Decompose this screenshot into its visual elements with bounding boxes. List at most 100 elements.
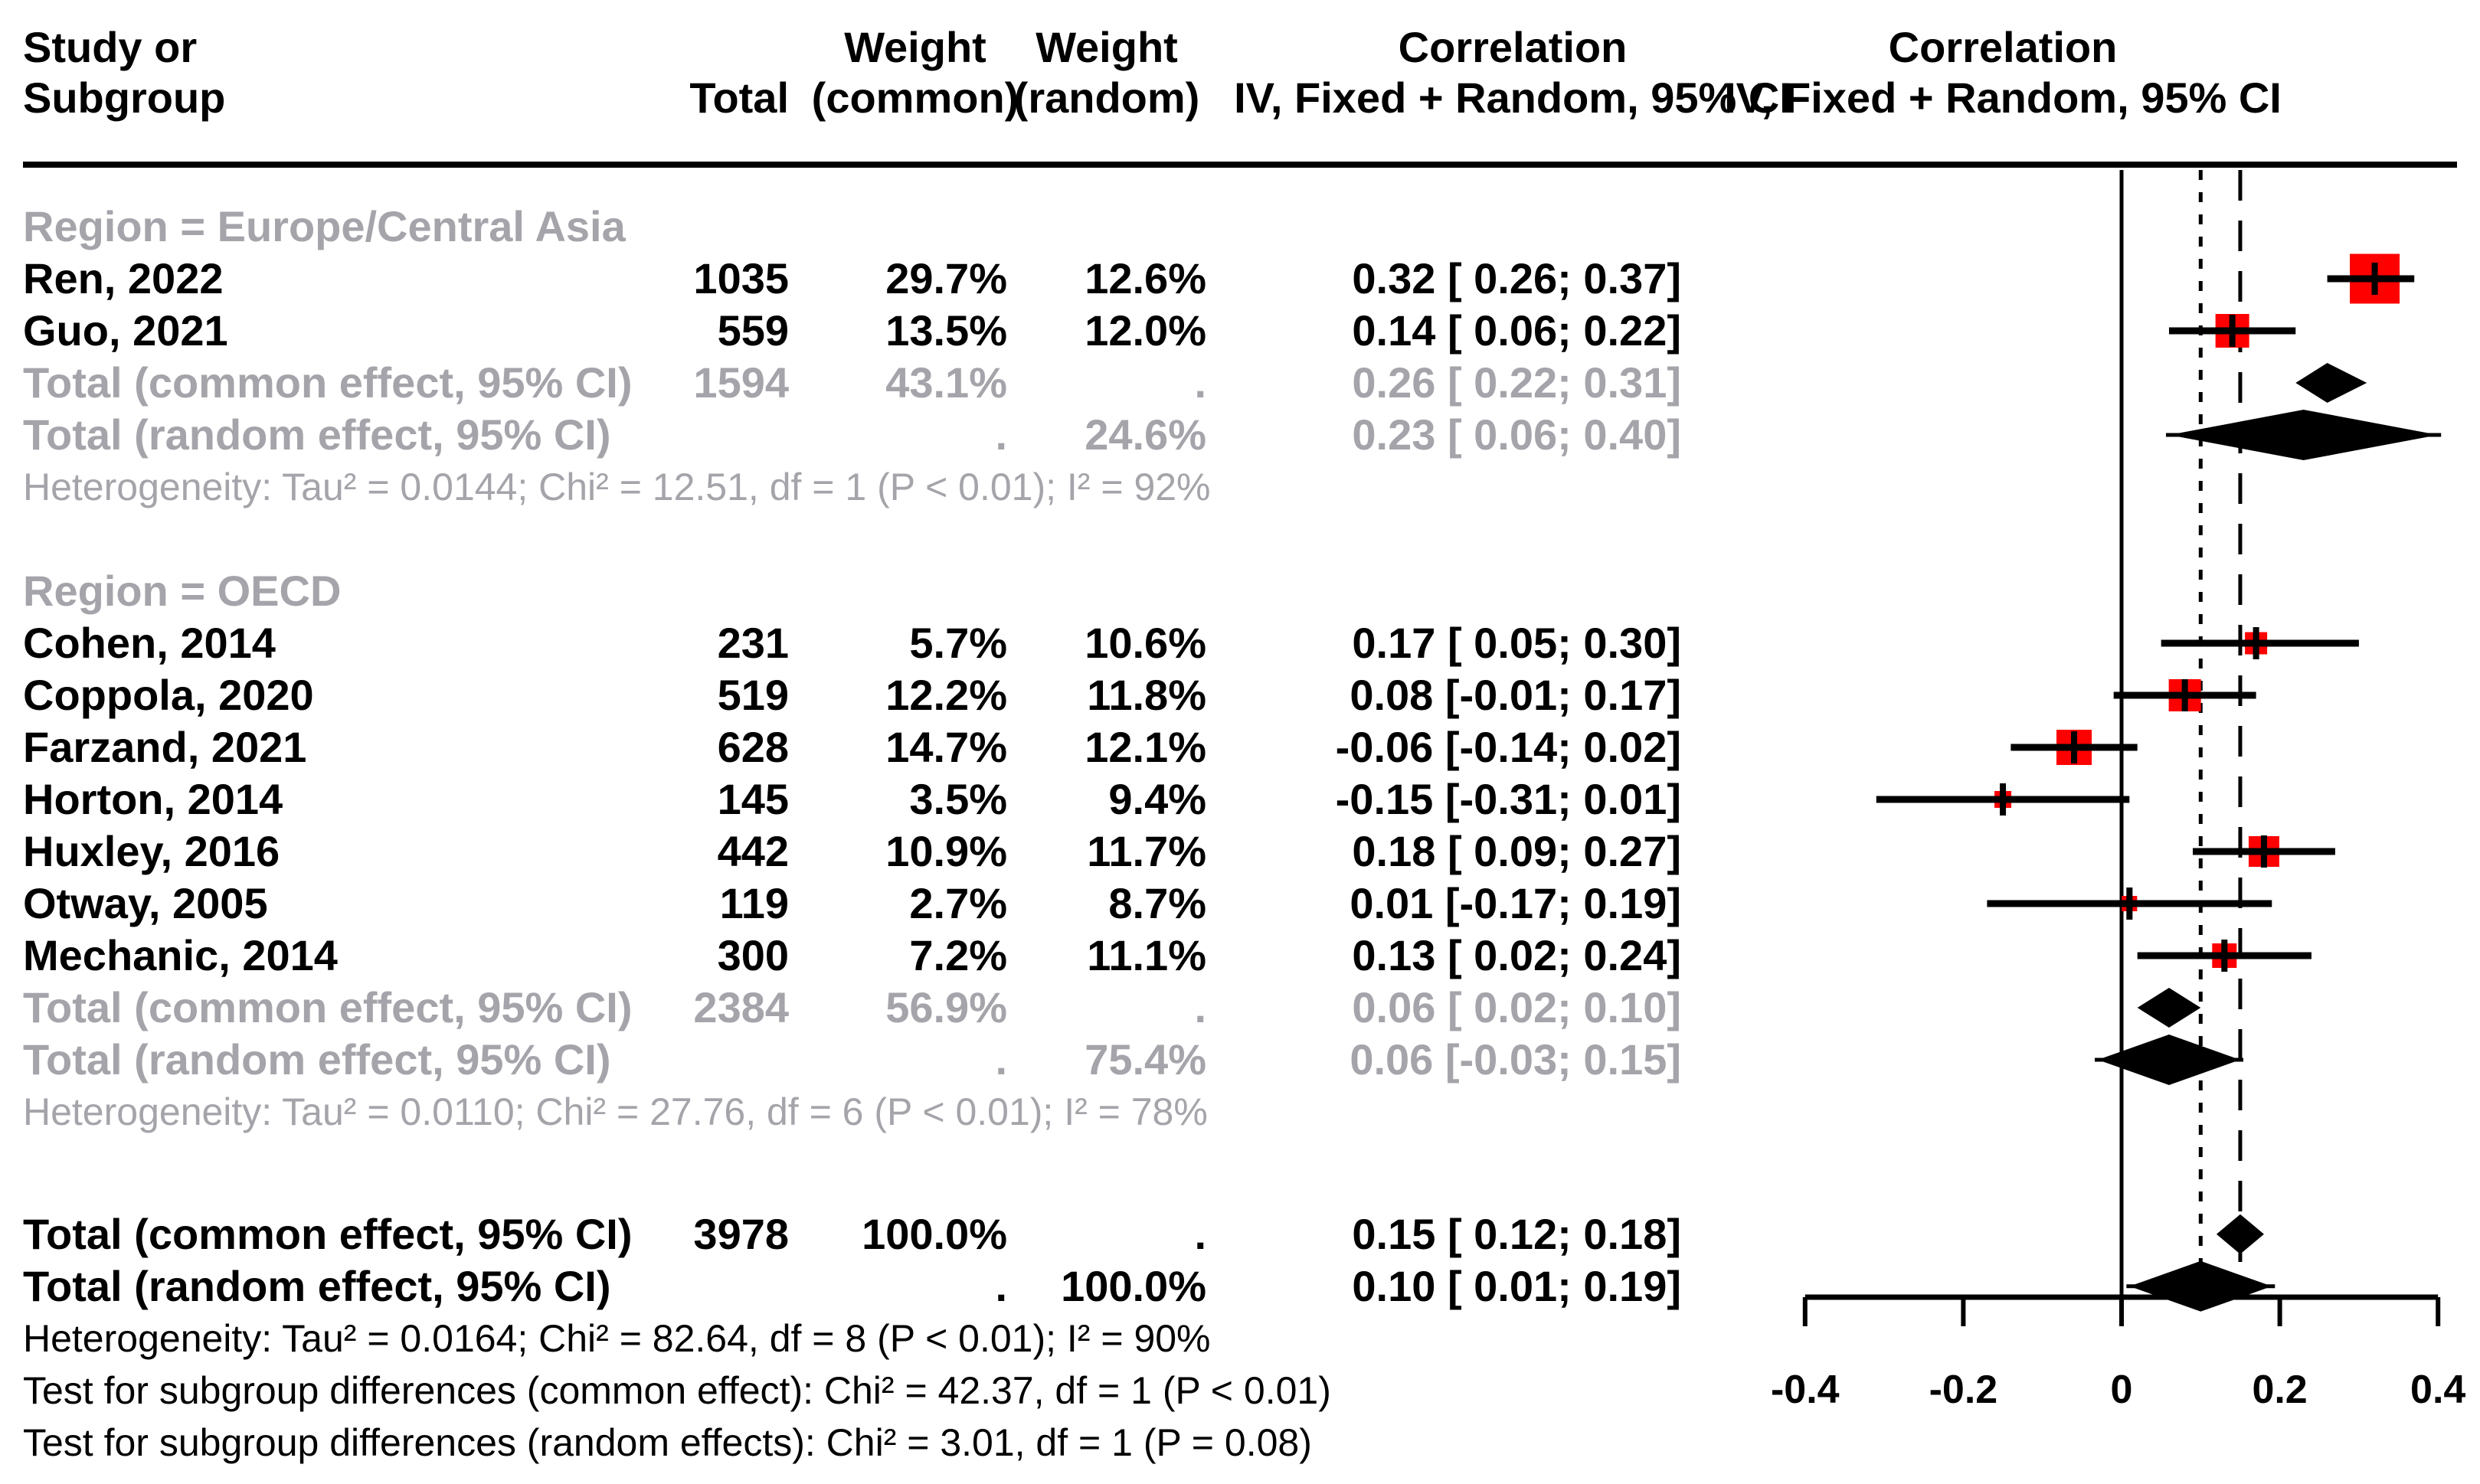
study-label: Cohen, 2014 [23, 619, 276, 667]
pooled-random-diamond [2168, 410, 2439, 460]
study-weight-common: 12.2% [885, 671, 1007, 719]
header-weight-common-line1: Weight [844, 23, 986, 71]
study-ci-text: -0.15 [-0.31; 0.01] [1335, 775, 1681, 823]
header-correlation-plot-line1: Correlation [1888, 23, 2118, 71]
heterogeneity-note: Heterogeneity: Tau² = 0.0164; Chi² = 82.… [23, 1316, 1211, 1360]
pooled-total: 2384 [693, 983, 789, 1031]
study-label: Huxley, 2016 [23, 827, 280, 875]
subgroup-test-note: Test for subgroup differences (random ef… [23, 1420, 1312, 1464]
study-label: Ren, 2022 [23, 254, 224, 302]
pooled-weight-random: . [1194, 358, 1206, 407]
pooled-ci-text: 0.23 [ 0.06; 0.40] [1352, 410, 1681, 459]
pooled-weight-common: 56.9% [885, 983, 1007, 1031]
pooled-label: Total (random effect, 95% CI) [23, 1261, 611, 1310]
study-total: 119 [719, 879, 789, 927]
header-correlation-text-line2: IV, Fixed + Random, 95% CI [1234, 74, 1791, 122]
header-correlation-text-line1: Correlation [1398, 23, 1628, 71]
pooled-total: 1594 [693, 358, 789, 407]
study-weight-common: 2.7% [909, 879, 1007, 927]
header-rule [23, 162, 2457, 168]
header-study-line1: Study or [23, 23, 198, 71]
study-weight-common: 10.9% [885, 827, 1007, 875]
study-total: 442 [717, 827, 789, 875]
study-weight-random: 12.1% [1085, 723, 1206, 771]
study-weight-random: 10.6% [1085, 619, 1206, 667]
pooled-weight-common: . [995, 1035, 1007, 1084]
x-axis-tick-label: 0.4 [2410, 1368, 2465, 1412]
study-ci-text: 0.01 [-0.17; 0.19] [1350, 879, 1681, 927]
x-axis-tick-label: -0.4 [1771, 1368, 1840, 1412]
study-ci-text: 0.32 [ 0.26; 0.37] [1352, 254, 1681, 302]
study-weight-random: 12.0% [1085, 306, 1206, 355]
study-ci-text: 0.08 [-0.01; 0.17] [1350, 671, 1681, 719]
study-weight-common: 13.5% [885, 306, 1007, 355]
study-weight-common: 7.2% [909, 931, 1007, 979]
pooled-label: Total (random effect, 95% CI) [23, 410, 611, 459]
study-ci-text: 0.18 [ 0.09; 0.27] [1352, 827, 1681, 875]
subgroup-header: Region = OECD [23, 567, 342, 615]
study-weight-random: 12.6% [1085, 254, 1206, 302]
study-weight-random: 11.8% [1087, 671, 1206, 719]
pooled-ci-text: 0.06 [ 0.02; 0.10] [1352, 983, 1681, 1031]
pooled-random-diamond [2098, 1035, 2240, 1085]
pooled-ci-text: 0.06 [-0.03; 0.15] [1350, 1035, 1681, 1084]
header-total: Total [689, 74, 789, 122]
pooled-random-diamond [2129, 1260, 2272, 1312]
study-weight-random: 11.1% [1087, 931, 1206, 979]
study-ci-text: 0.14 [ 0.06; 0.22] [1352, 306, 1681, 355]
study-ci-text: -0.06 [-0.14; 0.02] [1335, 723, 1681, 771]
pooled-weight-random: 75.4% [1085, 1035, 1206, 1084]
pooled-common-diamond [2295, 363, 2367, 403]
pooled-weight-random: . [1194, 1209, 1206, 1258]
study-ci-text: 0.17 [ 0.05; 0.30] [1352, 619, 1681, 667]
study-weight-random: 9.4% [1108, 775, 1206, 823]
pooled-weight-common: 43.1% [885, 358, 1007, 407]
pooled-ci-text: 0.26 [ 0.22; 0.31] [1352, 358, 1681, 407]
pooled-weight-random: 24.6% [1085, 410, 1206, 459]
x-axis-tick-label: 0 [2111, 1368, 2133, 1412]
study-ci-text: 0.13 [ 0.02; 0.24] [1352, 931, 1681, 979]
pooled-label: Total (random effect, 95% CI) [23, 1035, 611, 1084]
study-weight-common: 29.7% [885, 254, 1007, 302]
pooled-weight-random: . [1194, 983, 1206, 1031]
study-total: 300 [717, 931, 789, 979]
study-label: Guo, 2021 [23, 306, 228, 355]
pooled-label: Total (common effect, 95% CI) [23, 1209, 633, 1258]
subgroup-header: Region = Europe/Central Asia [23, 202, 626, 250]
study-label: Coppola, 2020 [23, 671, 314, 719]
study-label: Farzand, 2021 [23, 723, 307, 771]
study-total: 1035 [693, 254, 789, 302]
study-total: 231 [717, 619, 789, 667]
heterogeneity-note: Heterogeneity: Tau² = 0.0110; Chi² = 27.… [23, 1090, 1208, 1133]
study-total: 145 [717, 775, 789, 823]
pooled-total: 3978 [693, 1209, 789, 1258]
study-label: Horton, 2014 [23, 775, 283, 823]
pooled-common-diamond [2137, 988, 2201, 1028]
pooled-weight-common: 100.0% [862, 1209, 1007, 1258]
x-axis-tick-label: -0.2 [1929, 1368, 1998, 1412]
header-weight-common-line2: (common) [811, 74, 1019, 122]
study-weight-common: 14.7% [885, 723, 1007, 771]
header-weight-random-line1: Weight [1036, 23, 1178, 71]
pooled-weight-common: . [995, 1261, 1007, 1310]
x-axis-tick-label: 0.2 [2252, 1368, 2307, 1412]
subgroup-test-note: Test for subgroup differences (common ef… [23, 1368, 1331, 1412]
header-study-line2: Subgroup [23, 74, 226, 122]
study-label: Mechanic, 2014 [23, 931, 338, 979]
header-weight-random-line2: (random) [1013, 74, 1200, 122]
pooled-weight-random: 100.0% [1061, 1261, 1206, 1310]
study-weight-random: 8.7% [1108, 879, 1206, 927]
pooled-label: Total (common effect, 95% CI) [23, 983, 633, 1031]
study-label: Otway, 2005 [23, 879, 268, 927]
pooled-label: Total (common effect, 95% CI) [23, 358, 633, 407]
study-total: 628 [717, 723, 789, 771]
heterogeneity-note: Heterogeneity: Tau² = 0.0144; Chi² = 12.… [23, 466, 1211, 508]
study-total: 559 [717, 306, 789, 355]
study-weight-common: 3.5% [909, 775, 1007, 823]
pooled-weight-common: . [995, 410, 1007, 459]
pooled-ci-text: 0.10 [ 0.01; 0.19] [1352, 1261, 1681, 1310]
study-weight-random: 11.7% [1087, 827, 1206, 875]
study-weight-common: 5.7% [909, 619, 1007, 667]
